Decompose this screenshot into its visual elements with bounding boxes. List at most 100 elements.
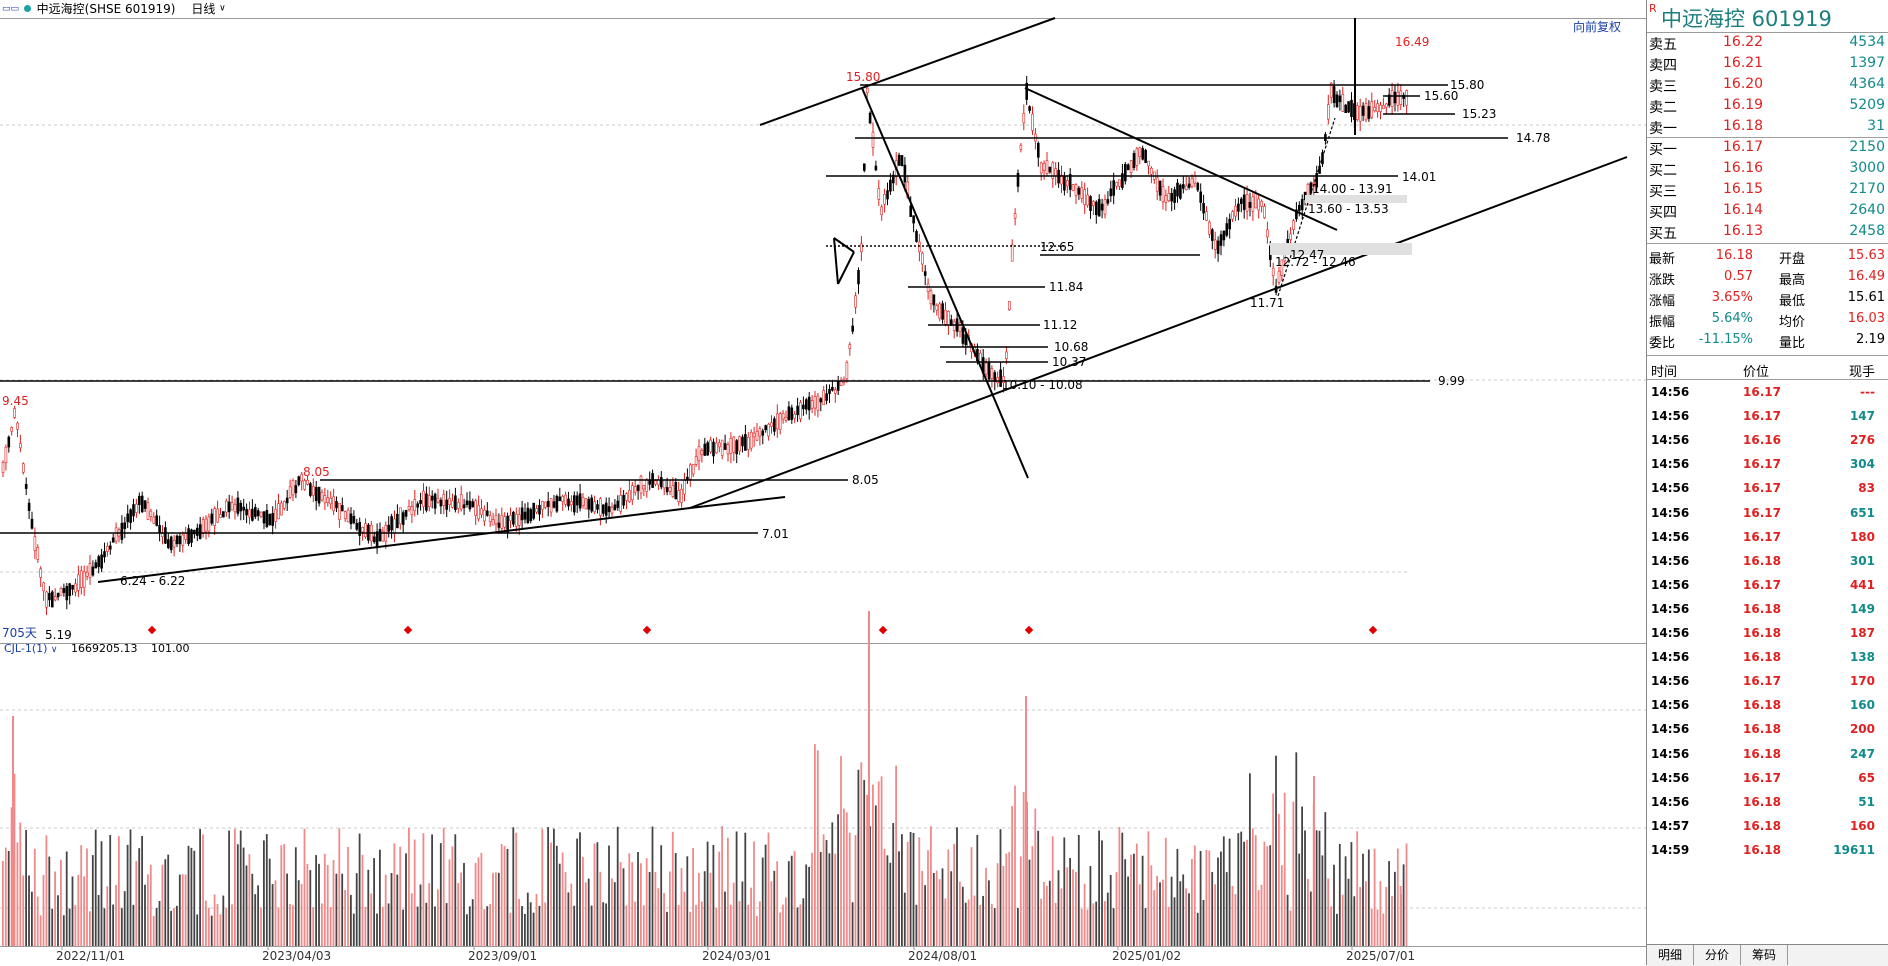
volume-bar xyxy=(1080,909,1083,946)
volume-bar xyxy=(602,902,605,946)
tab-price-distribution[interactable]: 分价 xyxy=(1694,945,1741,965)
candle-body xyxy=(758,428,762,437)
candle-body xyxy=(639,475,643,494)
volume-bar xyxy=(89,911,91,946)
volume-bar xyxy=(477,857,480,946)
bid-label: 买四 xyxy=(1649,205,1677,221)
candle-body xyxy=(941,303,944,320)
volume-bar xyxy=(544,902,547,946)
volume-bar xyxy=(976,834,979,946)
kline-chart[interactable]: 16.49 15.80 9.45 5.19 8.05 6.24 - 6.22 1… xyxy=(0,0,1646,965)
volume-bar xyxy=(1150,865,1153,946)
candle-body xyxy=(1100,203,1104,211)
label-1360: 13.60 - 13.53 xyxy=(1308,202,1389,216)
volume-bar xyxy=(1086,909,1089,946)
volume-bar xyxy=(915,904,918,946)
volume-bar xyxy=(1391,896,1393,946)
volume-bar xyxy=(770,881,773,946)
volume-bar xyxy=(31,891,33,946)
ask-volume: 5209 xyxy=(1849,97,1885,113)
candle-body xyxy=(445,499,449,510)
candle-body xyxy=(636,485,640,491)
indicator-selector[interactable]: CJL-1(1) ∨ xyxy=(4,642,61,655)
volume-bar xyxy=(573,905,576,946)
tab-chips[interactable]: 筹码 xyxy=(1741,945,1788,965)
candle-body xyxy=(120,522,124,540)
volume-bar xyxy=(338,828,341,946)
candle-body xyxy=(381,530,385,542)
volume-bar xyxy=(1400,894,1402,946)
candle-body xyxy=(1289,233,1292,240)
tick-header-time: 时间 xyxy=(1651,365,1678,380)
volume-bar xyxy=(637,852,639,946)
volume-bar xyxy=(706,841,709,946)
chart-area[interactable]: 16.49 15.80 9.45 5.19 8.05 6.24 - 6.22 1… xyxy=(0,0,1646,965)
bid-label: 买二 xyxy=(1649,163,1677,179)
label-1401: 14.01 xyxy=(1402,170,1436,184)
window-restore-icon[interactable]: ▭▭ xyxy=(2,3,20,14)
volume-bar xyxy=(796,907,799,946)
tick-price: 16.17 xyxy=(1743,674,1781,689)
volume-bar xyxy=(790,855,793,946)
candle-body xyxy=(111,537,115,543)
candle-body xyxy=(778,413,782,430)
restore-button[interactable]: 向前复权 xyxy=(1573,20,1622,34)
tick-price: 16.18 xyxy=(1743,794,1781,809)
candle-body xyxy=(538,505,541,515)
volume-bar xyxy=(843,808,845,946)
tick-volume: 170 xyxy=(1849,674,1875,689)
volume-bar xyxy=(181,874,184,946)
candle-body xyxy=(517,514,521,526)
candle-body xyxy=(1390,90,1394,107)
volume-bar xyxy=(1115,872,1118,946)
candle-body xyxy=(961,327,965,344)
volume-bar xyxy=(822,834,825,946)
candle-body xyxy=(1231,211,1234,220)
candle-body xyxy=(593,501,596,512)
volume-bar xyxy=(802,898,805,946)
label-mid-high: 8.05 xyxy=(303,465,330,479)
volume-bar xyxy=(1066,867,1069,946)
tab-detail[interactable]: 明细 xyxy=(1647,945,1694,965)
x-tick-6: 2025/07/01 xyxy=(1346,949,1415,963)
volume-bar xyxy=(1185,888,1187,946)
candle-body xyxy=(193,529,196,535)
candle-body xyxy=(155,515,158,526)
volume-bar xyxy=(132,904,135,946)
volume-bar xyxy=(1272,793,1274,946)
tick-price: 16.17 xyxy=(1743,457,1781,472)
period-selector[interactable]: 日线 ∨ xyxy=(191,1,226,16)
tick-price: 16.18 xyxy=(1743,601,1781,616)
candle-body xyxy=(1338,95,1342,103)
candle-body xyxy=(1309,182,1313,194)
chevron-down-icon: ∨ xyxy=(219,3,226,14)
tick-price: 16.18 xyxy=(1743,553,1781,568)
volume-bar xyxy=(611,878,613,946)
candle-body xyxy=(355,523,359,530)
candle-body xyxy=(1329,83,1333,98)
candle-body xyxy=(1086,194,1089,206)
volume-bar xyxy=(387,903,390,946)
volume-bar xyxy=(1034,808,1037,946)
candle-body xyxy=(465,500,469,505)
gap-box-1 xyxy=(1270,243,1412,255)
volume-bar xyxy=(405,853,407,946)
candle-body xyxy=(622,494,625,506)
volume-bar xyxy=(74,905,77,946)
tick-volume: 160 xyxy=(1849,698,1875,713)
volume-bar xyxy=(1214,884,1216,946)
volume-bar xyxy=(332,859,335,946)
candle-body xyxy=(633,486,637,493)
volume-bar xyxy=(1388,861,1390,946)
stat-value: -11.15% xyxy=(1698,332,1753,347)
volume-bar xyxy=(318,863,320,946)
candle-body xyxy=(361,526,364,533)
candle-body xyxy=(752,432,756,438)
candle-body xyxy=(100,554,103,569)
stat-row: 委比 -11.15% 量比 2.19 xyxy=(1647,330,1888,351)
volume-bar xyxy=(112,904,114,946)
volume-bar xyxy=(152,915,155,946)
volume-bar xyxy=(689,911,692,946)
divider xyxy=(1647,355,1888,356)
volume-bar xyxy=(474,862,477,946)
